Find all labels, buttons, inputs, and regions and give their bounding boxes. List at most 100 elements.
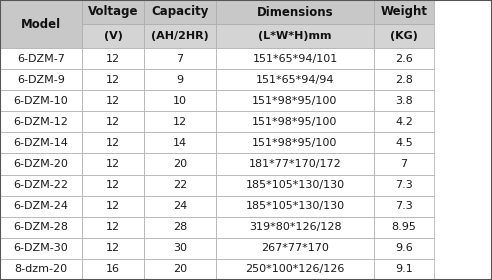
Text: 8.95: 8.95 (392, 222, 416, 232)
Bar (216, 90, 374, 111)
Bar (82, 69, 144, 90)
Bar (374, 132, 434, 153)
Text: 6-DZM-12: 6-DZM-12 (14, 117, 68, 127)
Text: 6-DZM-22: 6-DZM-22 (13, 180, 68, 190)
Bar (144, 48, 216, 69)
Bar (0, 69, 82, 90)
Text: 2.6: 2.6 (395, 53, 413, 64)
Text: 185*105*130/130: 185*105*130/130 (246, 180, 344, 190)
Bar (374, 174, 434, 196)
Text: 319*80*126/128: 319*80*126/128 (248, 222, 341, 232)
Bar (82, 24, 144, 48)
Bar (216, 48, 374, 69)
Text: (V): (V) (103, 31, 123, 41)
Text: Model: Model (21, 17, 61, 31)
Bar (144, 0, 216, 24)
Text: 12: 12 (106, 180, 120, 190)
Bar (82, 132, 144, 153)
Bar (82, 0, 144, 24)
Text: 6-DZM-30: 6-DZM-30 (14, 243, 68, 253)
Bar (374, 69, 434, 90)
Bar (374, 196, 434, 217)
Bar (216, 69, 374, 90)
Text: 7: 7 (400, 159, 407, 169)
Text: 151*65*94/94: 151*65*94/94 (256, 75, 334, 85)
Bar (374, 0, 434, 24)
Bar (144, 238, 216, 259)
Bar (0, 132, 82, 153)
Text: 181*77*170/172: 181*77*170/172 (248, 159, 341, 169)
Text: 6-DZM-28: 6-DZM-28 (13, 222, 68, 232)
Text: 185*105*130/130: 185*105*130/130 (246, 201, 344, 211)
Bar (144, 174, 216, 196)
Bar (216, 217, 374, 238)
Bar (216, 174, 374, 196)
Text: 151*98*95/100: 151*98*95/100 (252, 138, 338, 148)
Text: 16: 16 (106, 264, 120, 274)
Text: 12: 12 (106, 117, 120, 127)
Bar (0, 153, 82, 174)
Bar (374, 90, 434, 111)
Bar (144, 69, 216, 90)
Text: 6-DZM-7: 6-DZM-7 (17, 53, 65, 64)
Text: 12: 12 (106, 159, 120, 169)
Text: 151*98*95/100: 151*98*95/100 (252, 96, 338, 106)
Text: (AH/2HR): (AH/2HR) (151, 31, 209, 41)
Text: (L*W*H)mm: (L*W*H)mm (258, 31, 332, 41)
Bar (216, 132, 374, 153)
Text: 7: 7 (177, 53, 184, 64)
Text: 151*98*95/100: 151*98*95/100 (252, 117, 338, 127)
Text: 151*65*94/101: 151*65*94/101 (252, 53, 338, 64)
Bar (216, 196, 374, 217)
Bar (0, 196, 82, 217)
Bar (144, 259, 216, 280)
Bar (216, 153, 374, 174)
Text: 12: 12 (106, 138, 120, 148)
Text: 7.3: 7.3 (395, 180, 413, 190)
Bar (0, 90, 82, 111)
Bar (374, 24, 434, 48)
Text: 6-DZM-24: 6-DZM-24 (13, 201, 68, 211)
Bar (374, 259, 434, 280)
Bar (82, 196, 144, 217)
Text: 12: 12 (106, 75, 120, 85)
Text: 30: 30 (173, 243, 187, 253)
Bar (216, 259, 374, 280)
Bar (0, 111, 82, 132)
Text: 4.5: 4.5 (395, 138, 413, 148)
Text: 6-DZM-20: 6-DZM-20 (14, 159, 68, 169)
Bar (82, 153, 144, 174)
Text: 267*77*170: 267*77*170 (261, 243, 329, 253)
Text: Voltage: Voltage (88, 6, 138, 18)
Text: Capacity: Capacity (152, 6, 209, 18)
Bar (374, 48, 434, 69)
Bar (144, 111, 216, 132)
Text: 2.8: 2.8 (395, 75, 413, 85)
Bar (216, 24, 374, 48)
Text: 12: 12 (106, 201, 120, 211)
Bar (216, 238, 374, 259)
Text: 24: 24 (173, 201, 187, 211)
Bar (82, 48, 144, 69)
Bar (144, 196, 216, 217)
Text: 28: 28 (173, 222, 187, 232)
Bar (82, 259, 144, 280)
Text: 12: 12 (106, 53, 120, 64)
Bar (82, 111, 144, 132)
Text: 6-DZM-10: 6-DZM-10 (14, 96, 68, 106)
Bar (216, 0, 374, 24)
Bar (82, 238, 144, 259)
Text: 12: 12 (106, 243, 120, 253)
Bar (374, 217, 434, 238)
Text: Weight: Weight (380, 6, 428, 18)
Bar (0, 174, 82, 196)
Bar (0, 217, 82, 238)
Bar (0, 0, 82, 48)
Text: 12: 12 (106, 222, 120, 232)
Bar (144, 24, 216, 48)
Text: 8-dzm-20: 8-dzm-20 (14, 264, 67, 274)
Bar (82, 217, 144, 238)
Bar (0, 259, 82, 280)
Text: 10: 10 (173, 96, 187, 106)
Text: 9.1: 9.1 (395, 264, 413, 274)
